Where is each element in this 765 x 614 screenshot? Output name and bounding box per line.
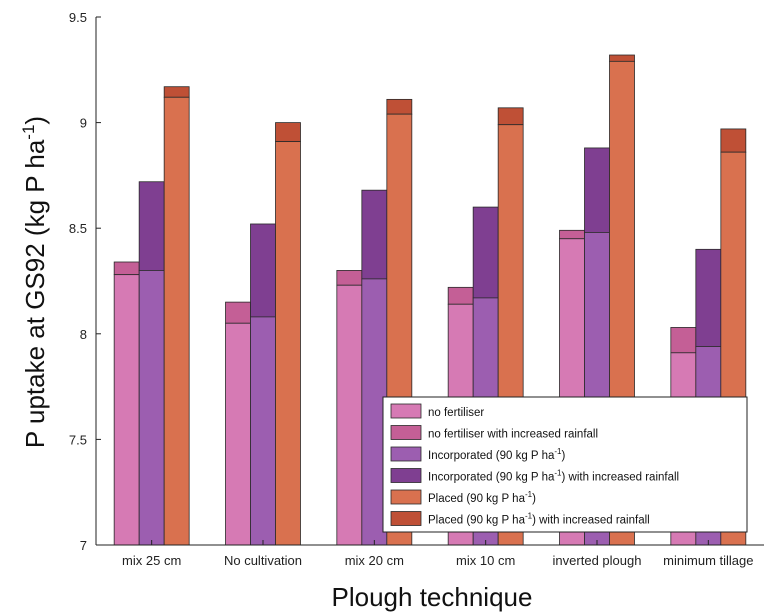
bar-segment-rainfall bbox=[113, 261, 140, 276]
legend-label: no fertiliser with increased rainfall bbox=[428, 429, 598, 441]
legend-label: Incorporated (90 kg P ha-1) bbox=[428, 447, 566, 462]
bar-segment-rainfall bbox=[497, 107, 524, 126]
legend-label-end: ) with increased rainfall bbox=[532, 515, 650, 527]
legend-label-sup: -1 bbox=[554, 447, 562, 456]
bar-segment-rainfall bbox=[275, 122, 301, 143]
bar-segment-rainfall bbox=[225, 301, 251, 324]
legend-swatch bbox=[390, 446, 422, 462]
bar-segment-base bbox=[250, 316, 276, 546]
bar-segment-rainfall bbox=[559, 229, 585, 240]
x-axis-title: Plough technique bbox=[332, 582, 533, 612]
legend-label-text: Placed (90 kg P ha bbox=[428, 515, 526, 527]
y-tick-label: 7 bbox=[80, 538, 87, 553]
legend-label-sup: -1 bbox=[525, 512, 533, 521]
legend-label-sup: -1 bbox=[554, 469, 562, 478]
legend-swatch bbox=[390, 425, 422, 440]
legend-box bbox=[382, 396, 748, 533]
x-tick-labels: mix 25 cm No cultivation mix 20 cm mix 10 c… bbox=[122, 553, 753, 568]
bar-segment-rainfall bbox=[472, 206, 499, 299]
y-tick-label: 8 bbox=[80, 327, 87, 342]
y-axis-title: P uptake at GS92 (kg P ha-1) bbox=[19, 116, 50, 448]
bar-segment-rainfall bbox=[720, 128, 747, 153]
legend-label-end: ) with increased rainfall bbox=[562, 472, 680, 484]
legend-label-text: Incorporated (90 kg P ha bbox=[428, 450, 555, 462]
legend-label: Placed (90 kg P ha-1) bbox=[428, 490, 536, 505]
x-tick-label: No cultivation bbox=[224, 553, 302, 568]
y-tick-label: 9.5 bbox=[69, 10, 87, 25]
legend-label-sup: -1 bbox=[525, 490, 533, 499]
bar-segment-rainfall bbox=[670, 327, 697, 354]
bar-segment-rainfall bbox=[163, 86, 190, 98]
x-tick-label: mix 10 cm bbox=[456, 553, 515, 568]
legend-label-end: ) bbox=[562, 450, 566, 462]
legend-label: Incorporated (90 kg P ha-1) with increas… bbox=[428, 469, 679, 484]
bar-segment-base bbox=[163, 96, 190, 546]
bar-segment-base bbox=[275, 141, 301, 546]
bar-segment-base bbox=[225, 322, 251, 546]
y-tick-label: 9 bbox=[80, 116, 87, 131]
legend-swatch bbox=[390, 489, 422, 505]
legend-label: Placed (90 kg P ha-1) with increased rai… bbox=[428, 512, 650, 527]
y-axis-title-sup: -1 bbox=[19, 125, 38, 140]
bar-segment-rainfall bbox=[584, 147, 610, 233]
bar-segment-rainfall bbox=[447, 286, 474, 305]
bar-segment-base bbox=[138, 270, 165, 546]
legend-swatch bbox=[390, 468, 422, 483]
x-tick-label: mix 20 cm bbox=[345, 553, 404, 568]
legend-label-text: Placed (90 kg P ha bbox=[428, 493, 526, 505]
y-axis-title-end: ) bbox=[20, 116, 50, 125]
legend-label-text: no fertiliser with increased rainfall bbox=[428, 429, 598, 441]
axes-layer bbox=[95, 16, 764, 546]
y-tick-label: 7.5 bbox=[69, 432, 87, 447]
legend-label-text: Incorporated (90 kg P ha bbox=[428, 472, 555, 484]
legend-label-end: ) bbox=[532, 493, 536, 505]
bar-segment-base bbox=[113, 274, 140, 546]
y-tick-labels: 7 7.5 8 8.5 9 9.5 bbox=[69, 10, 87, 553]
y-axis-title-main: P uptake at GS92 (kg P ha bbox=[20, 139, 50, 448]
x-tick-label: inverted plough bbox=[553, 553, 642, 568]
bar-segment-rainfall bbox=[361, 189, 388, 280]
bar-segment-rainfall bbox=[695, 248, 722, 347]
bar-segment-rainfall bbox=[336, 270, 363, 286]
y-tick-label: 8.5 bbox=[69, 221, 87, 236]
legend-label-text: no fertiliser bbox=[428, 407, 484, 419]
bar-segment-rainfall bbox=[138, 181, 165, 271]
legend-swatch bbox=[390, 511, 422, 526]
bar-segment-rainfall bbox=[250, 223, 276, 318]
x-tick-label: minimum tillage bbox=[663, 553, 753, 568]
legend: no fertiliser no fertiliser with increase… bbox=[382, 396, 748, 533]
bar-segment-rainfall bbox=[609, 54, 635, 62]
bar-segment-rainfall bbox=[386, 98, 413, 115]
x-tick-label: mix 25 cm bbox=[122, 553, 181, 568]
bar-segment-base bbox=[336, 284, 363, 546]
legend-label: no fertiliser bbox=[428, 407, 484, 419]
legend-swatch bbox=[390, 403, 422, 419]
